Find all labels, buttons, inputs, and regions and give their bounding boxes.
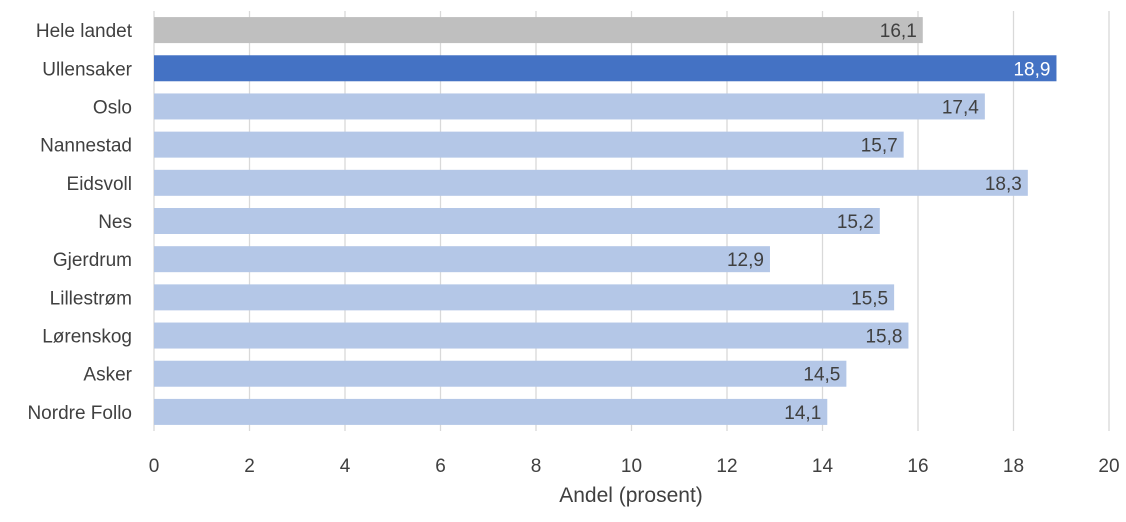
x-tick-label: 16 — [907, 456, 928, 477]
bar — [154, 93, 985, 120]
bar — [154, 17, 923, 44]
category-label: Hele landet — [36, 21, 133, 42]
bar-value-label: 18,9 — [1013, 59, 1050, 80]
bar-value-label: 14,5 — [803, 365, 840, 386]
x-axis-title: Andel (prosent) — [559, 484, 703, 507]
bar-value-label: 16,1 — [880, 21, 917, 42]
x-tick-label: 4 — [340, 456, 351, 477]
category-label: Ullensaker — [42, 59, 132, 80]
x-tick-label: 18 — [1003, 456, 1024, 477]
bar-value-label: 17,4 — [942, 97, 979, 118]
x-tick-labels: 0 2 4 6 8 10 12 14 16 18 20 — [149, 456, 1120, 477]
bar — [154, 55, 1057, 82]
bar-value-label: 14,1 — [784, 403, 821, 424]
bar-value-label: 15,5 — [851, 288, 888, 309]
x-tick-label: 2 — [244, 456, 255, 477]
category-label: Oslo — [93, 97, 132, 118]
bar-value-label: 15,8 — [865, 327, 902, 348]
value-labels: 16,1 18,9 17,4 15,7 18,3 15,2 12,9 15,5 15,8 14,5… — [727, 21, 1050, 424]
category-label: Eidsvoll — [67, 174, 132, 195]
bar-value-label: 12,9 — [727, 250, 764, 271]
x-tick-label: 14 — [812, 456, 834, 477]
bar-value-label: 15,7 — [861, 136, 898, 157]
bar — [154, 322, 909, 349]
x-tick-label: 0 — [149, 456, 160, 477]
category-label: Lillestrøm — [50, 288, 132, 309]
bar — [154, 208, 880, 234]
bars — [154, 17, 1057, 425]
bar-value-label: 18,3 — [985, 174, 1022, 195]
x-tick-label: 12 — [716, 456, 737, 477]
category-label: Nes — [98, 212, 132, 233]
category-label: Nordre Follo — [27, 403, 132, 424]
bar — [154, 360, 847, 387]
bar — [154, 131, 904, 158]
bar — [154, 246, 770, 273]
category-labels: Hele landet Ullensaker Oslo Nannestad Eidsvo… — [27, 21, 132, 424]
bar — [154, 398, 828, 425]
x-tick-label: 8 — [531, 456, 542, 477]
bar — [154, 169, 1028, 196]
x-tick-label: 20 — [1098, 456, 1119, 477]
bar — [154, 284, 895, 311]
category-label: Asker — [83, 365, 132, 386]
category-label: Gjerdrum — [53, 250, 132, 271]
category-label: Nannestad — [40, 136, 132, 157]
bar-value-label: 15,2 — [837, 212, 874, 233]
category-label: Lørenskog — [42, 327, 132, 348]
x-tick-label: 10 — [621, 456, 642, 477]
x-tick-label: 6 — [435, 456, 446, 477]
